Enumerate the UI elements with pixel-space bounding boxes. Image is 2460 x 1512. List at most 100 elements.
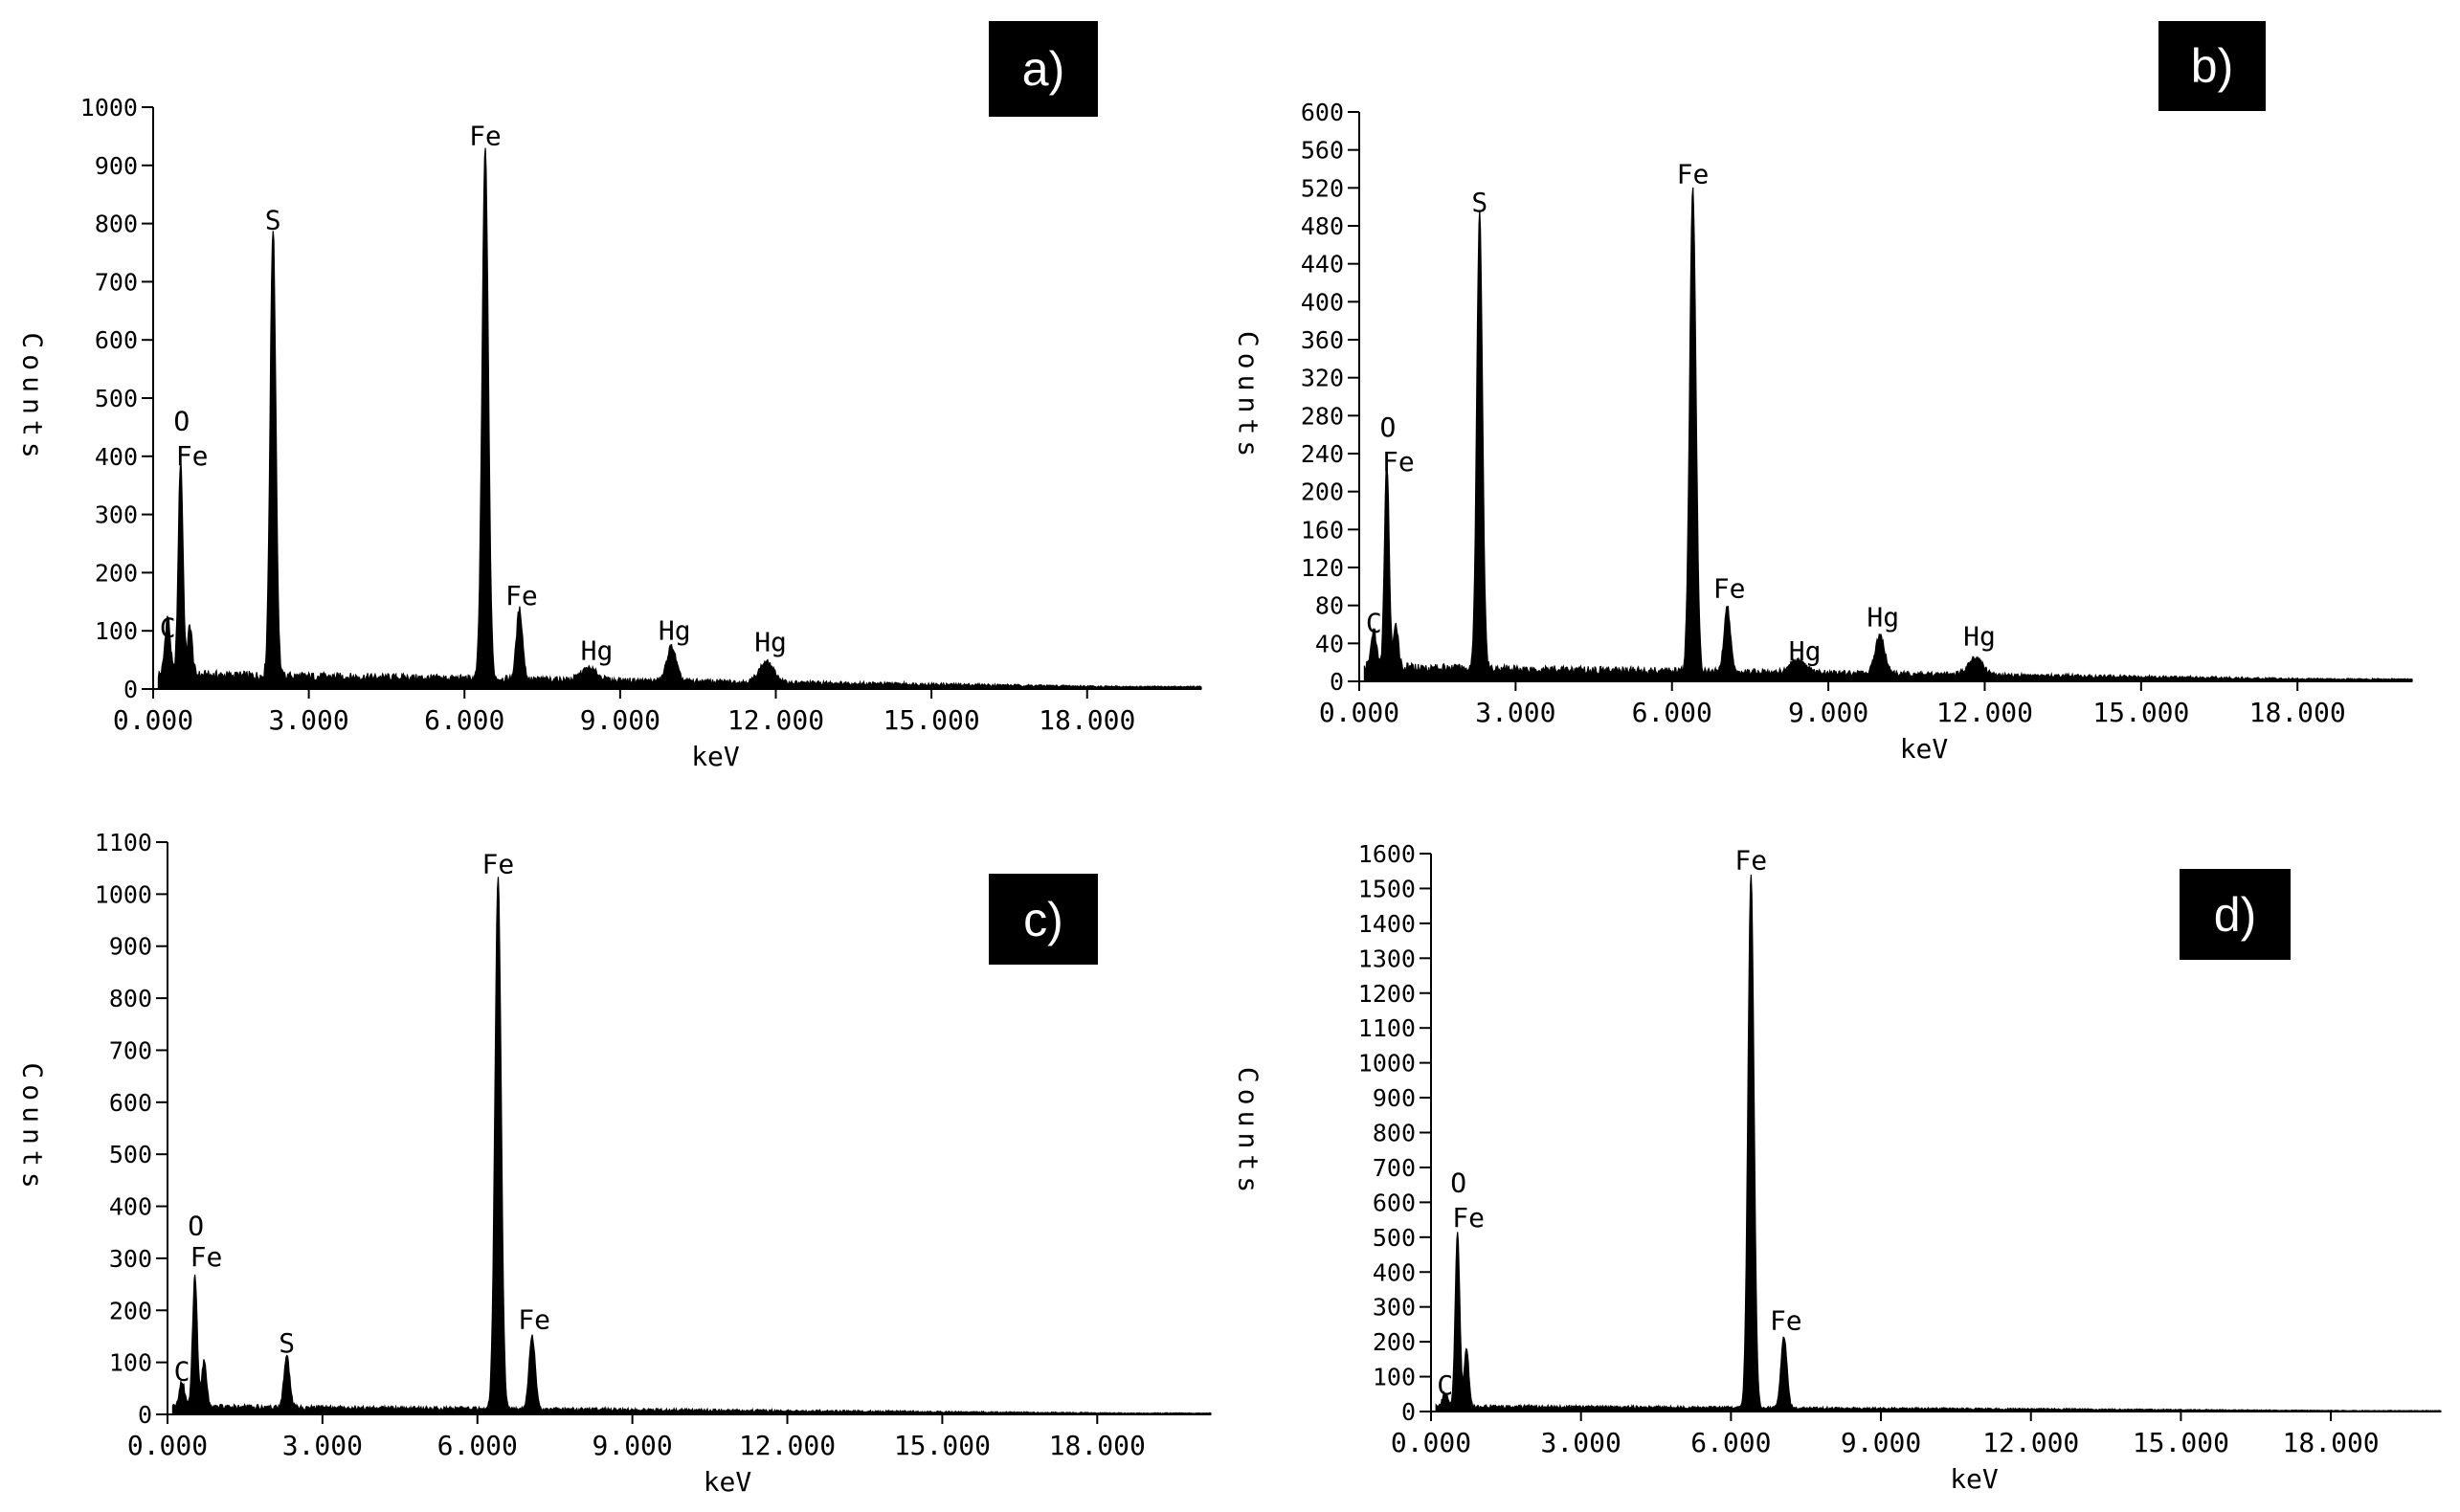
- peak-annotation: Hg: [659, 614, 691, 646]
- spectrum-trace: [1363, 187, 2413, 682]
- y-tick-label: 600: [1373, 1189, 1416, 1216]
- panel-label-a: a): [989, 21, 1098, 117]
- y-tick-label: 1600: [1358, 840, 1416, 868]
- peak-annotation: Fe: [1677, 158, 1710, 189]
- y-axis-label: Counts: [1233, 331, 1264, 462]
- y-tick-label: 800: [1373, 1120, 1416, 1147]
- peak-annotation: O: [1380, 411, 1397, 443]
- peak-annotation: Fe: [1734, 844, 1767, 876]
- x-tick-label: 18.000: [1039, 704, 1135, 736]
- peak-annotation: Hg: [1963, 620, 1996, 652]
- spectrum-chart-c: 0 100 200 300 400 500 600 700 800 900 1000 1100 0.00…: [17, 829, 1212, 1498]
- x-tick-label: 18.000: [2283, 1427, 2380, 1458]
- peak-annotation: Hg: [1867, 601, 1899, 633]
- y-tick-label: 0: [123, 676, 138, 703]
- spectrum-chart-b: 0 40 80 120 160 200 240 280 320 360 400 440 480 520 56…: [1233, 99, 2413, 765]
- y-tick-label: 400: [95, 443, 138, 471]
- x-tick-label: 12.000: [739, 1430, 836, 1461]
- peak-annotation: O: [173, 405, 190, 436]
- x-tick-label: 6.000: [1632, 697, 1712, 728]
- peak-annotation: Fe: [1713, 573, 1746, 605]
- peak-annotation: Fe: [1452, 1202, 1485, 1234]
- y-axis-label: Counts: [17, 332, 49, 463]
- peak-annotation: O: [1450, 1167, 1466, 1198]
- y-tick-label: 520: [1301, 174, 1344, 202]
- y-tick-label: 300: [95, 501, 138, 529]
- y-tick-label: 500: [95, 385, 138, 412]
- x-tick-label: 9.000: [1841, 1427, 1921, 1458]
- peak-annotation: Fe: [190, 1241, 223, 1273]
- y-tick-label: 1100: [1358, 1014, 1416, 1042]
- peak-annotation: C: [174, 1356, 190, 1388]
- peak-annotation: Fe: [481, 849, 514, 880]
- y-tick-label: 300: [1373, 1294, 1416, 1322]
- y-tick-label: 400: [1301, 288, 1344, 316]
- y-tick-label: 1000: [80, 94, 138, 122]
- y-tick-label: 800: [95, 211, 138, 238]
- x-tick-label: 6.000: [437, 1430, 518, 1461]
- spectrum-panel-a: 0 100 200 300 400 500 600 700 800 900 1000 0.000 3.0…: [0, 0, 1235, 772]
- y-tick-label: 240: [1301, 440, 1344, 468]
- peak-annotation: C: [160, 611, 176, 643]
- x-tick-label: 12.000: [1982, 1427, 2079, 1458]
- spectrum-trace: [157, 147, 1202, 690]
- y-tick-label: 900: [109, 933, 152, 961]
- x-axis-label: keV: [1900, 733, 1949, 765]
- peak-annotation: Fe: [176, 440, 209, 472]
- x-tick-label: 3.000: [282, 1430, 363, 1461]
- y-tick-label: 600: [109, 1089, 152, 1117]
- y-tick-label: 1100: [95, 829, 152, 856]
- x-tick-label: 0.000: [1319, 697, 1399, 728]
- y-tick-label: 0: [1330, 668, 1344, 696]
- x-tick-label: 0.000: [113, 704, 193, 736]
- spectrum-chart-a: 0 100 200 300 400 500 600 700 800 900 1000 0.000 3.0…: [17, 94, 1202, 772]
- peak-annotation: Fe: [1770, 1304, 1802, 1336]
- y-tick-label: 200: [1373, 1328, 1416, 1356]
- y-tick-label: 320: [1301, 365, 1344, 392]
- y-tick-label: 800: [109, 985, 152, 1012]
- y-axis-label: Counts: [1233, 1067, 1264, 1198]
- y-tick-label: 200: [109, 1297, 152, 1324]
- peak-annotation: Hg: [581, 635, 614, 667]
- y-tick-label: 100: [95, 617, 138, 645]
- y-tick-label: 280: [1301, 402, 1344, 430]
- x-axis-label: keV: [691, 741, 740, 772]
- y-tick-label: 400: [109, 1193, 152, 1221]
- x-tick-label: 18.000: [1049, 1430, 1146, 1461]
- peak-annotation: Fe: [469, 121, 502, 152]
- panel-label-d: d): [2180, 869, 2291, 960]
- peak-annotation: S: [265, 205, 281, 236]
- y-tick-label: 700: [109, 1036, 152, 1064]
- x-tick-label: 15.000: [883, 704, 980, 736]
- x-tick-label: 9.000: [1788, 697, 1868, 728]
- spectrum-chart-d: 0 100 200 300 400 500 600 700 800 900 1000 1100 1200…: [1233, 840, 2442, 1495]
- x-tick-label: 12.000: [1936, 697, 2033, 728]
- x-tick-label: 0.000: [127, 1430, 208, 1461]
- y-tick-label: 100: [109, 1349, 152, 1377]
- y-tick-label: 1300: [1358, 945, 1416, 972]
- y-tick-label: 80: [1315, 592, 1344, 620]
- y-tick-label: 700: [1373, 1154, 1416, 1182]
- y-tick-label: 0: [1401, 1398, 1416, 1426]
- y-tick-label: 1000: [95, 880, 152, 908]
- x-tick-label: 9.000: [580, 704, 660, 736]
- x-tick-label: 18.000: [2249, 697, 2346, 728]
- y-tick-label: 600: [1301, 99, 1344, 126]
- x-tick-label: 15.000: [2133, 1427, 2229, 1458]
- y-tick-label: 200: [95, 559, 138, 587]
- y-tick-label: 560: [1301, 137, 1344, 165]
- x-tick-label: 3.000: [268, 704, 348, 736]
- y-tick-label: 40: [1315, 630, 1344, 657]
- x-axis-label: keV: [1950, 1463, 1999, 1495]
- x-tick-label: 15.000: [2092, 697, 2189, 728]
- y-tick-label: 500: [1373, 1224, 1416, 1252]
- peak-annotation: Hg: [754, 626, 787, 657]
- spectrum-panel-c: 0 100 200 300 400 500 600 700 800 900 1000 1100 0.00…: [0, 775, 1235, 1512]
- x-tick-label: 6.000: [424, 704, 504, 736]
- spectrum-panel-d: 0 100 200 300 400 500 600 700 800 900 1000 1100 1200…: [1216, 775, 2455, 1512]
- y-axis-label: Counts: [17, 1062, 49, 1193]
- peak-annotation: Fe: [505, 580, 538, 611]
- x-axis-label: keV: [704, 1466, 752, 1498]
- x-tick-label: 3.000: [1475, 697, 1555, 728]
- y-tick-label: 600: [95, 326, 138, 354]
